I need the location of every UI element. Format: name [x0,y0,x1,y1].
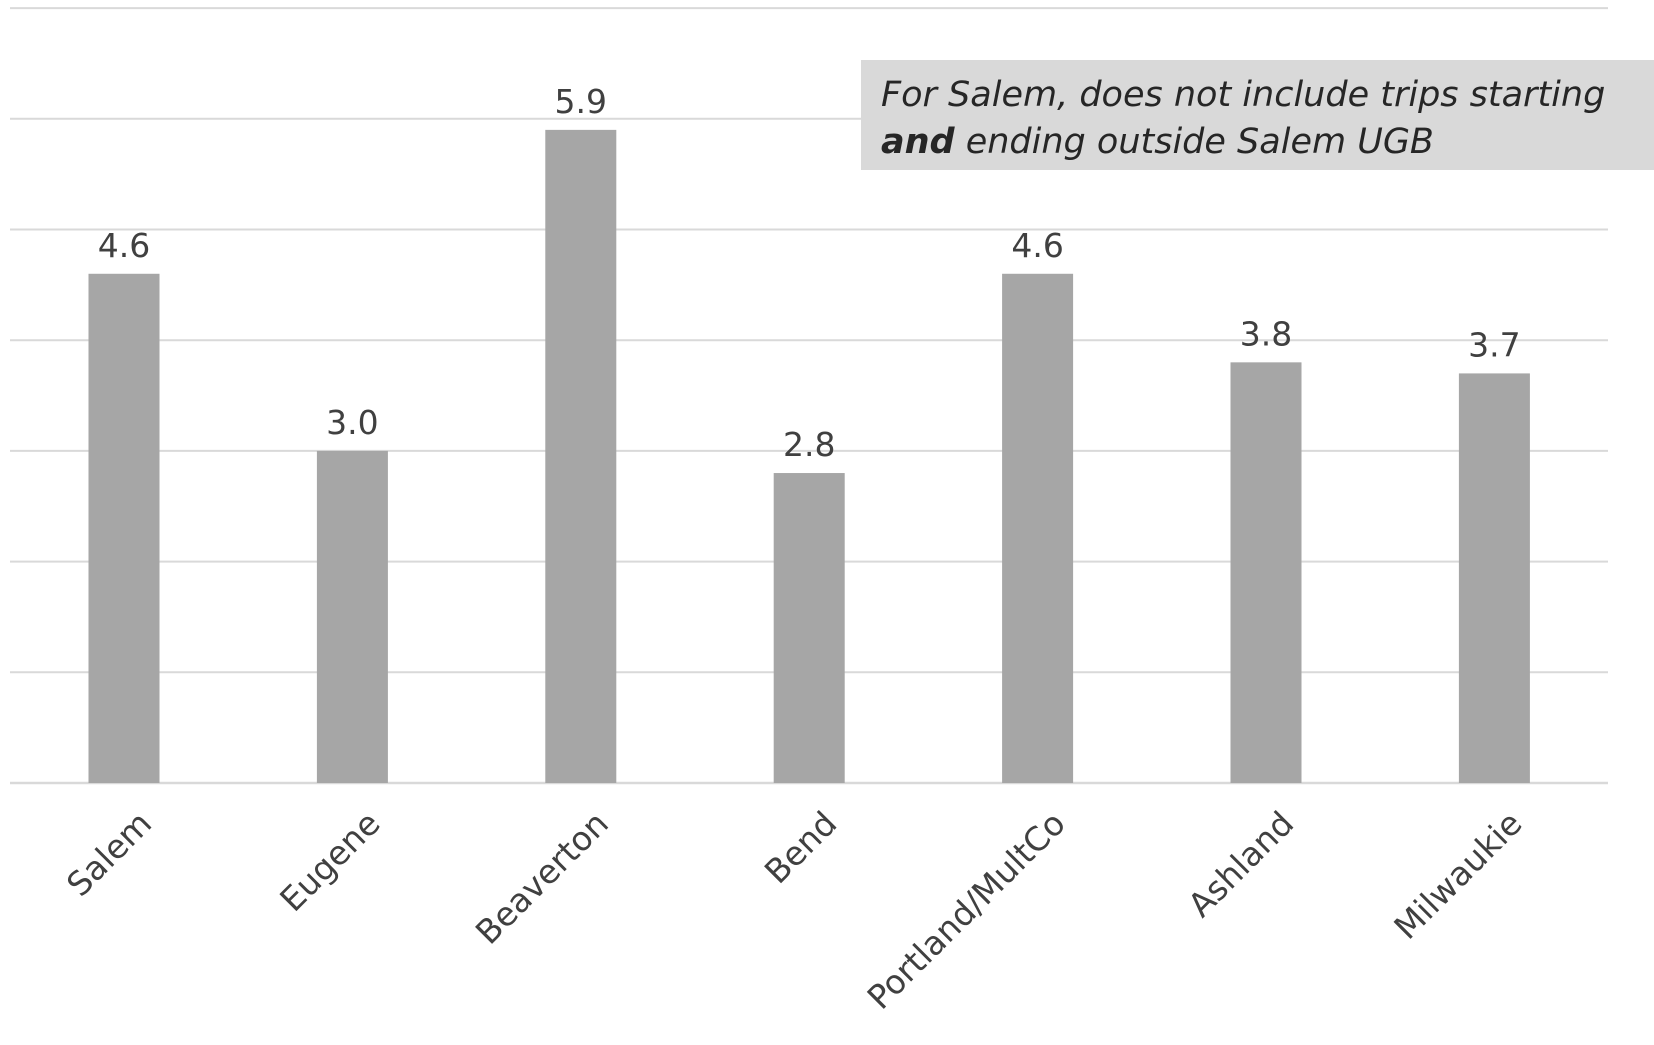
data-label: 4.6 [1011,226,1063,265]
bar-salem [88,273,160,783]
annotation-line-2: and ending outside Salem UGB [881,119,1634,166]
x-tick-label: Salem [59,804,159,904]
bar-bend [773,473,845,783]
data-label: 4.6 [98,226,150,265]
x-axis-tick-labels: Salem Eugene Beaverton Bend Portland/MultCo A… [59,804,1530,1017]
x-tick-label: Bend [757,804,845,892]
bars [88,129,1530,783]
x-tick-label: Ashland [1180,804,1301,925]
bar-eugene [316,450,388,783]
x-tick-label: Eugene [272,804,387,919]
annotation-bold-word: and [881,122,955,162]
annotation-line-1: For Salem, does not include trips starti… [881,75,1606,115]
bar-ashland [1230,362,1302,783]
data-label: 3.7 [1468,325,1520,364]
annotation-note: For Salem, does not include trips starti… [861,60,1654,170]
data-label: 3.8 [1240,314,1292,353]
data-label: 2.8 [783,425,835,464]
data-labels: 4.6 3.0 5.9 2.8 4.6 3.8 3.7 [98,82,1521,464]
data-label: 3.0 [326,403,378,442]
x-tick-label: Milwaukie [1386,804,1529,947]
bar-beaverton [545,129,617,783]
bar-milwaukie [1458,373,1530,783]
data-label: 5.9 [555,82,607,121]
x-tick-label: Portland/MultCo [860,804,1073,1017]
gridlines [10,7,1608,785]
annotation-line-2-rest: ending outside Salem UGB [954,122,1434,162]
bar-portland-multco [1002,273,1074,783]
x-tick-label: Beaverton [468,804,616,952]
